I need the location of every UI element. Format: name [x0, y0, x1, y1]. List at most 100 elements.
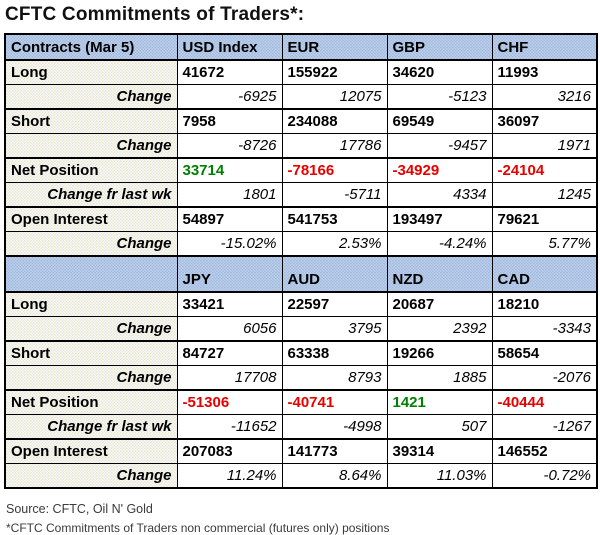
page-title: CFTC Commitments of Traders*:	[5, 4, 305, 25]
row-label: Open Interest	[4, 206, 178, 232]
value-cell: -5711	[281, 182, 388, 208]
value-cell: 54897	[176, 206, 283, 232]
value-cell: 63338	[281, 340, 388, 366]
value-cell: 17708	[176, 365, 283, 391]
value-cell: 6056	[176, 316, 283, 342]
value-cell: 141773	[281, 438, 388, 464]
net-position-value: -40444	[491, 389, 598, 415]
value-cell: 7958	[176, 108, 283, 134]
value-cell: 155922	[281, 59, 388, 85]
column-header-cad: CAD	[491, 255, 598, 293]
footnote-text: *CFTC Commitments of Traders non commerc…	[6, 521, 390, 535]
net-position-value: 1421	[386, 389, 493, 415]
column-header-eur: EUR	[281, 33, 388, 61]
net-position-value: -78166	[281, 157, 388, 183]
value-cell: 234088	[281, 108, 388, 134]
value-cell: 19266	[386, 340, 493, 366]
source-text: Source: CFTC, Oil N' Gold	[6, 502, 153, 516]
row-label: Change	[4, 133, 178, 159]
value-cell: 84727	[176, 340, 283, 366]
header-label-contracts: Contracts (Mar 5)	[4, 33, 178, 61]
value-cell: -11652	[176, 414, 283, 440]
row-label: Change fr last wk	[4, 414, 178, 440]
value-cell: 507	[386, 414, 493, 440]
column-header-gbp: GBP	[386, 33, 493, 61]
table-header-row-2: JPY AUD NZD CAD	[4, 255, 598, 293]
table-header-row-1: Contracts (Mar 5) USD Index EUR GBP CHF	[4, 33, 598, 61]
value-cell: 193497	[386, 206, 493, 232]
net-position-value: -24104	[491, 157, 598, 183]
value-cell: 11993	[491, 59, 598, 85]
column-header-aud: AUD	[281, 255, 388, 293]
row-label: Change	[4, 463, 178, 489]
value-cell: -15.02%	[176, 231, 283, 257]
value-cell: 8793	[281, 365, 388, 391]
value-cell: 1971	[491, 133, 598, 159]
table-row-open-interest-change-2: Change 11.24% 8.64% 11.03% -0.72%	[4, 463, 598, 489]
header-label-blank	[4, 255, 178, 293]
value-cell: -3343	[491, 316, 598, 342]
value-cell: -4998	[281, 414, 388, 440]
value-cell: -5123	[386, 84, 493, 110]
table-row-long-1: Long 41672 155922 34620 11993	[4, 59, 598, 85]
value-cell: 58654	[491, 340, 598, 366]
value-cell: 1801	[176, 182, 283, 208]
value-cell: -9457	[386, 133, 493, 159]
value-cell: -6925	[176, 84, 283, 110]
value-cell: 17786	[281, 133, 388, 159]
row-label: Short	[4, 340, 178, 366]
column-header-nzd: NZD	[386, 255, 493, 293]
value-cell: 41672	[176, 59, 283, 85]
value-cell: 146552	[491, 438, 598, 464]
footer: Source: CFTC, Oil N' Gold *CFTC Commitme…	[6, 502, 600, 535]
value-cell: 79621	[491, 206, 598, 232]
value-cell: 22597	[281, 291, 388, 317]
row-label: Short	[4, 108, 178, 134]
value-cell: 34620	[386, 59, 493, 85]
net-position-value: -40741	[281, 389, 388, 415]
table-row-short-change-2: Change 17708 8793 1885 -2076	[4, 365, 598, 391]
row-label: Change	[4, 231, 178, 257]
value-cell: 18210	[491, 291, 598, 317]
net-position-value: -34929	[386, 157, 493, 183]
value-cell: 5.77%	[491, 231, 598, 257]
value-cell: -4.24%	[386, 231, 493, 257]
value-cell: 3216	[491, 84, 598, 110]
table-row-long-2: Long 33421 22597 20687 18210	[4, 291, 598, 317]
row-label: Long	[4, 291, 178, 317]
value-cell: 33421	[176, 291, 283, 317]
net-position-value: -51306	[176, 389, 283, 415]
row-label: Open Interest	[4, 438, 178, 464]
value-cell: 8.64%	[281, 463, 388, 489]
row-label: Net Position	[4, 389, 178, 415]
value-cell: 39314	[386, 438, 493, 464]
value-cell: 4334	[386, 182, 493, 208]
value-cell: 69549	[386, 108, 493, 134]
row-label: Long	[4, 59, 178, 85]
cot-table: Contracts (Mar 5) USD Index EUR GBP CHF …	[4, 33, 598, 489]
row-label: Net Position	[4, 157, 178, 183]
table-row-short-1: Short 7958 234088 69549 36097	[4, 108, 598, 134]
table-row-short-2: Short 84727 63338 19266 58654	[4, 340, 598, 366]
table-row-open-interest-1: Open Interest 54897 541753 193497 79621	[4, 206, 598, 232]
net-position-value: 33714	[176, 157, 283, 183]
table-row-net-position-1: Net Position 33714 -78166 -34929 -24104	[4, 157, 598, 183]
column-header-chf: CHF	[491, 33, 598, 61]
column-header-jpy: JPY	[176, 255, 283, 293]
table-row-open-interest-change-1: Change -15.02% 2.53% -4.24% 5.77%	[4, 231, 598, 257]
value-cell: 11.24%	[176, 463, 283, 489]
row-label: Change	[4, 84, 178, 110]
value-cell: -2076	[491, 365, 598, 391]
value-cell: 2392	[386, 316, 493, 342]
value-cell: 1245	[491, 182, 598, 208]
column-header-usd-index: USD Index	[176, 33, 283, 61]
table-row-long-change-2: Change 6056 3795 2392 -3343	[4, 316, 598, 342]
value-cell: 207083	[176, 438, 283, 464]
value-cell: 11.03%	[386, 463, 493, 489]
row-label: Change	[4, 365, 178, 391]
value-cell: 1885	[386, 365, 493, 391]
value-cell: -0.72%	[491, 463, 598, 489]
table-row-long-change-1: Change -6925 12075 -5123 3216	[4, 84, 598, 110]
row-label: Change	[4, 316, 178, 342]
